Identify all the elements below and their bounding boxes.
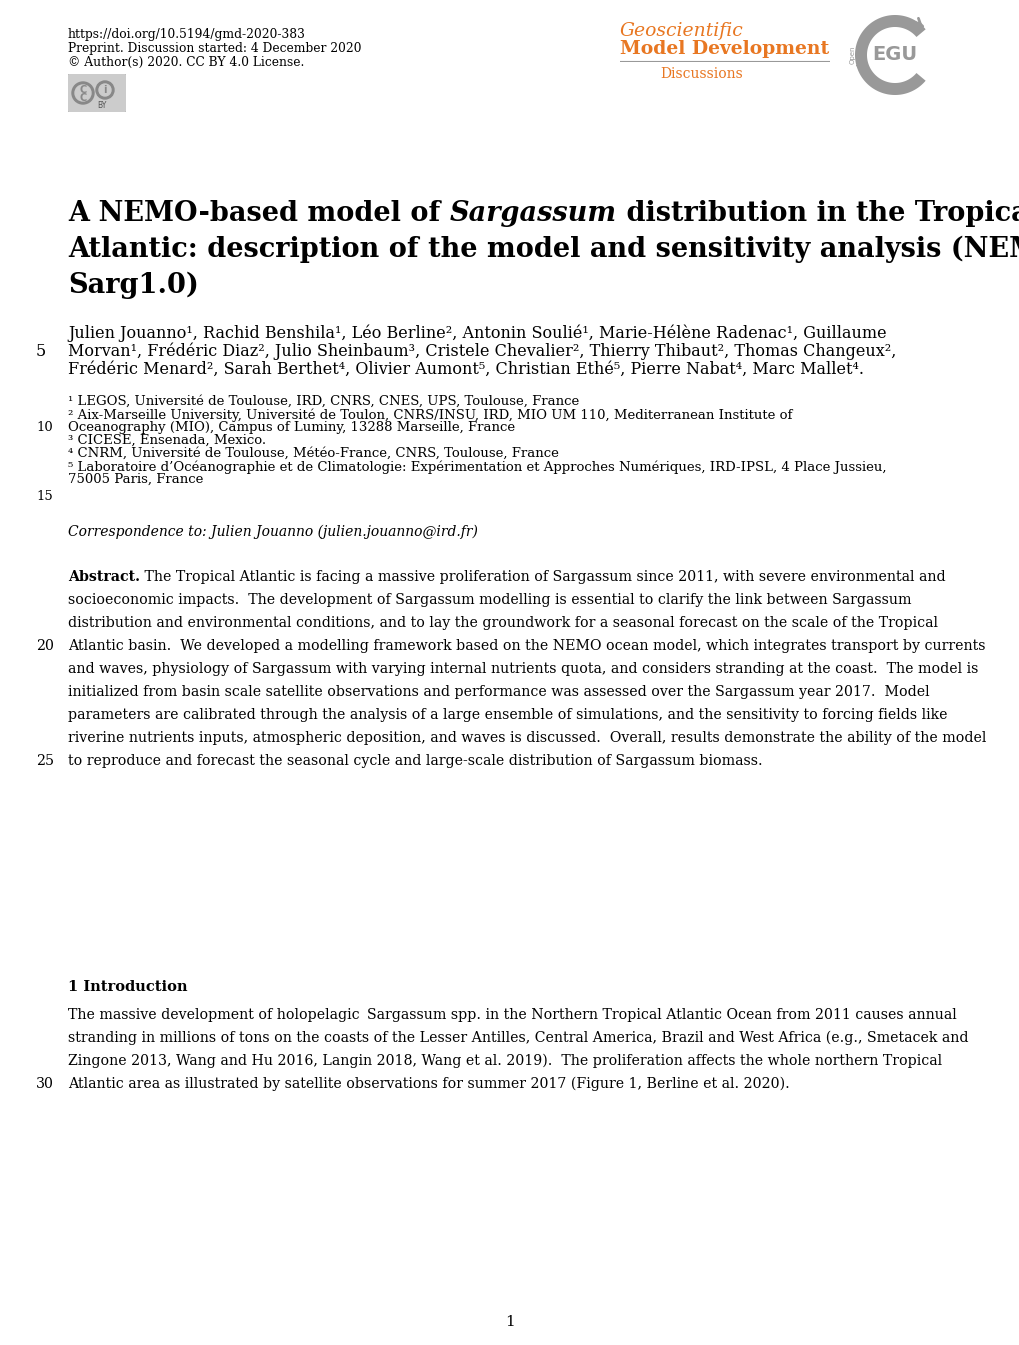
Text: 25: 25: [36, 755, 54, 768]
Text: © Author(s) 2020. CC BY 4.0 License.: © Author(s) 2020. CC BY 4.0 License.: [68, 56, 304, 69]
Text: ⁵ Laboratoire d’Océanographie et de Climatologie: Expérimentation et Approches N: ⁵ Laboratoire d’Océanographie et de Clim…: [68, 460, 886, 473]
Text: Model Development: Model Development: [620, 40, 828, 58]
Text: Atlantic: description of the model and sensitivity analysis (NEMO-: Atlantic: description of the model and s…: [68, 235, 1019, 264]
Text: and waves, physiology of Sargassum with varying internal nutrients quota, and co: and waves, physiology of Sargassum with …: [68, 662, 977, 677]
Text: stranding in millions of tons on the coasts of the Lesser Antilles, Central Amer: stranding in millions of tons on the coa…: [68, 1032, 968, 1045]
Text: Frédéric Menard², Sarah Berthet⁴, Olivier Aumont⁵, Christian Ethé⁵, Pierre Nabat: Frédéric Menard², Sarah Berthet⁴, Olivie…: [68, 360, 863, 378]
Text: Discussions: Discussions: [659, 67, 742, 81]
Circle shape: [96, 81, 114, 100]
Circle shape: [72, 82, 94, 104]
Text: 75005 Paris, France: 75005 Paris, France: [68, 473, 203, 486]
Text: distribution and environmental conditions, and to lay the groundwork for a seaso: distribution and environmental condition…: [68, 616, 937, 629]
Text: 10: 10: [36, 421, 53, 434]
Text: Oceanography (MIO), Campus of Luminy, 13288 Marseille, France: Oceanography (MIO), Campus of Luminy, 13…: [68, 421, 515, 434]
Text: i: i: [103, 85, 107, 95]
Text: BY: BY: [97, 101, 106, 110]
Text: parameters are calibrated through the analysis of a large ensemble of simulation: parameters are calibrated through the an…: [68, 707, 947, 722]
Text: Correspondence to: Correspondence to: [68, 525, 202, 539]
Polygon shape: [854, 15, 924, 95]
Text: Atlantic area as illustrated by satellite observations for summer 2017 (Figure 1: Atlantic area as illustrated by satellit…: [68, 1077, 789, 1091]
Text: https://doi.org/10.5194/gmd-2020-383: https://doi.org/10.5194/gmd-2020-383: [68, 28, 306, 40]
Text: riverine nutrients inputs, atmospheric deposition, and waves is discussed.  Over: riverine nutrients inputs, atmospheric d…: [68, 730, 985, 745]
Text: A NEMO-based model of: A NEMO-based model of: [68, 200, 449, 227]
Circle shape: [75, 85, 91, 101]
Text: socioeconomic impacts.  The development of Sargassum modelling is essential to c: socioeconomic impacts. The development o…: [68, 593, 911, 607]
Text: 15: 15: [36, 490, 53, 503]
Text: ² Aix-Marseille University, Université de Toulon, CNRS/INSU, IRD, MIO UM 110, Me: ² Aix-Marseille University, Université d…: [68, 409, 792, 422]
Text: Atlantic basin.  We developed a modelling framework based on the NEMO ocean mode: Atlantic basin. We developed a modelling…: [68, 639, 984, 654]
Text: Geoscientific: Geoscientific: [620, 22, 743, 40]
Text: 1: 1: [504, 1315, 515, 1329]
Text: 30: 30: [36, 1077, 54, 1091]
Text: Abstract.: Abstract.: [68, 570, 140, 584]
Text: The Tropical Atlantic is facing a massive proliferation of Sargassum since 2011,: The Tropical Atlantic is facing a massiv…: [140, 570, 945, 584]
Text: ³ CICESE, Ensenada, Mexico.: ³ CICESE, Ensenada, Mexico.: [68, 434, 266, 447]
Text: Preprint. Discussion started: 4 December 2020: Preprint. Discussion started: 4 December…: [68, 42, 361, 55]
Text: initialized from basin scale satellite observations and performance was assessed: initialized from basin scale satellite o…: [68, 685, 928, 699]
Text: Sarg1.0): Sarg1.0): [68, 272, 199, 300]
Text: Julien Jouanno¹, Rachid Benshila¹, Léo Berline², Antonin Soulié¹, Marie-Hélène R: Julien Jouanno¹, Rachid Benshila¹, Léo B…: [68, 325, 886, 343]
Text: ⁴ CNRM, Université de Toulouse, Météo-France, CNRS, Toulouse, France: ⁴ CNRM, Université de Toulouse, Météo-Fr…: [68, 447, 558, 460]
Text: Zingone 2013, Wang and Hu 2016, Langin 2018, Wang et al. 2019).  The proliferati: Zingone 2013, Wang and Hu 2016, Langin 2…: [68, 1054, 942, 1068]
Text: C: C: [79, 85, 87, 95]
Text: Sargassum: Sargassum: [449, 200, 616, 227]
Text: ¹ LEGOS, Université de Toulouse, IRD, CNRS, CNES, UPS, Toulouse, France: ¹ LEGOS, Université de Toulouse, IRD, CN…: [68, 395, 579, 408]
Text: to reproduce and forecast the seasonal cycle and large-scale distribution of Sar: to reproduce and forecast the seasonal c…: [68, 755, 762, 768]
Text: EGU: EGU: [871, 46, 917, 65]
Text: Open
Access: Open Access: [849, 43, 862, 67]
Text: The massive development of holopelagic  Sargassum spp. in the Northern Tropical : The massive development of holopelagic S…: [68, 1007, 956, 1022]
Text: 20: 20: [36, 639, 54, 654]
Text: 5: 5: [36, 343, 46, 360]
FancyBboxPatch shape: [67, 73, 127, 113]
Circle shape: [99, 83, 111, 95]
Text: Morvan¹, Frédéric Diaz², Julio Sheinbaum³, Cristele Chevalier², Thierry Thibaut²: Morvan¹, Frédéric Diaz², Julio Sheinbaum…: [68, 343, 896, 360]
Text: 1 Introduction: 1 Introduction: [68, 981, 187, 994]
Text: C: C: [79, 93, 87, 104]
Text: distribution in the Tropical: distribution in the Tropical: [616, 200, 1019, 227]
Text: : Julien Jouanno (julien.jouanno@ird.fr): : Julien Jouanno (julien.jouanno@ird.fr): [202, 525, 478, 539]
